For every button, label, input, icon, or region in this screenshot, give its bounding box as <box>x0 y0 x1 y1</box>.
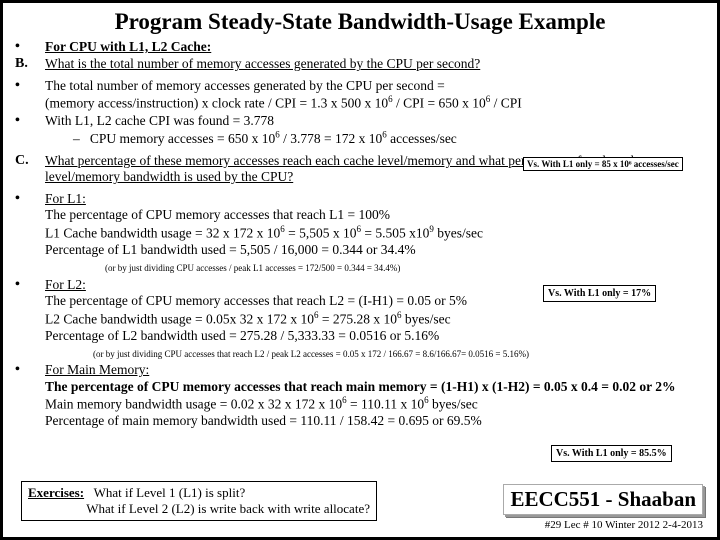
exercises-label: Exercises: <box>28 485 84 500</box>
content-row: (or by just dividing CPU accesses / peak… <box>15 259 705 275</box>
footer-course: EECC551 - Shaaban <box>503 484 703 515</box>
row-bullet: B. <box>15 56 45 72</box>
content-row: •For Main Memory:The percentage of CPU m… <box>15 362 705 429</box>
exercises-line1: What if Level 1 (L1) is split? <box>94 485 246 500</box>
content-row: (or by just dividing CPU accesses that r… <box>15 345 705 361</box>
annotation-l1-only-accesses: Vs. With L1 only = 85 x 10⁶ accesses/sec <box>523 157 683 171</box>
annotation-l1-only-17: Vs. With L1 only = 17% <box>543 285 656 302</box>
exercises-line2: What if Level 2 (L2) is write back with … <box>86 501 370 516</box>
row-bullet: • <box>15 191 45 207</box>
row-content: With L1, L2 cache CPI was found = 3.778–… <box>45 113 705 147</box>
content-row: •For CPU with L1, L2 Cache: <box>15 39 705 55</box>
row-bullet: • <box>15 39 45 55</box>
row-content: For CPU with L1, L2 Cache: <box>45 39 705 55</box>
footer-meta: #29 Lec # 10 Winter 2012 2-4-2013 <box>545 519 703 531</box>
row-bullet: • <box>15 113 45 129</box>
content-row: •For L1:The percentage of CPU memory acc… <box>15 191 705 258</box>
row-bullet: • <box>15 78 45 94</box>
exercises-box: Exercises: What if Level 1 (L1) is split… <box>21 481 377 522</box>
row-bullet: • <box>15 277 45 293</box>
content-row: •With L1, L2 cache CPI was found = 3.778… <box>15 113 705 147</box>
row-content: The total number of memory accesses gene… <box>45 78 705 112</box>
row-content: For Main Memory:The percentage of CPU me… <box>45 362 705 429</box>
content-row: •The total number of memory accesses gen… <box>15 78 705 112</box>
row-bullet: • <box>15 362 45 378</box>
row-content: For L1:The percentage of CPU memory acce… <box>45 191 705 258</box>
row-content: (or by just dividing CPU accesses that r… <box>45 345 705 361</box>
row-content: What is the total number of memory acces… <box>45 56 705 72</box>
slide-frame: Program Steady-State Bandwidth-Usage Exa… <box>0 0 720 540</box>
annotation-l1-only-85: Vs. With L1 only = 85.5% <box>551 445 672 462</box>
slide-title: Program Steady-State Bandwidth-Usage Exa… <box>15 9 705 35</box>
content-row: B.What is the total number of memory acc… <box>15 56 705 72</box>
row-content: (or by just dividing CPU accesses / peak… <box>45 259 705 275</box>
slide-body: •For CPU with L1, L2 Cache:B.What is the… <box>15 39 705 430</box>
row-bullet: C. <box>15 153 45 169</box>
